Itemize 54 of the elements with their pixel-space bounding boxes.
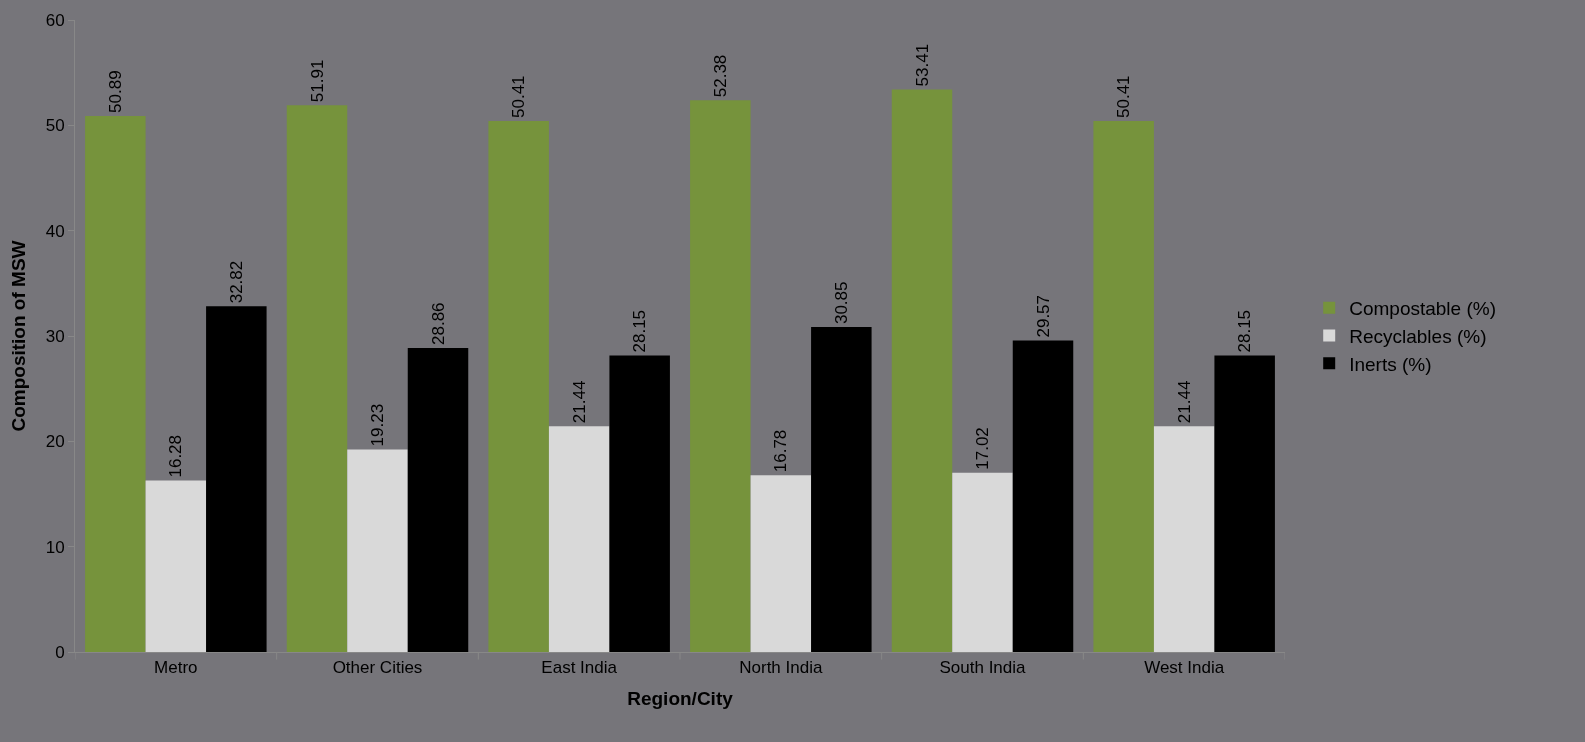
legend-label: Recyclables (%) bbox=[1349, 325, 1487, 347]
bar bbox=[548, 426, 610, 652]
x-tick-label: West India bbox=[1144, 658, 1225, 678]
y-tick-label: 20 bbox=[45, 432, 65, 452]
y-tick-label: 40 bbox=[45, 221, 65, 241]
bar bbox=[891, 89, 953, 652]
data-label: 17.02 bbox=[973, 427, 992, 470]
bar bbox=[347, 449, 408, 652]
bar bbox=[1214, 355, 1275, 652]
data-label: 30.85 bbox=[831, 281, 851, 325]
data-label: 16.78 bbox=[771, 429, 791, 473]
data-label: 50.41 bbox=[1114, 75, 1134, 119]
data-label: 52.38 bbox=[710, 54, 730, 98]
y-tick-label: 60 bbox=[45, 10, 65, 30]
y-axis-title: Composition of MSW bbox=[7, 240, 29, 432]
x-tick-label: Other Cities bbox=[332, 658, 423, 678]
data-label: 19.23 bbox=[368, 403, 387, 447]
bar bbox=[85, 115, 146, 652]
data-label: 53.41 bbox=[912, 43, 932, 87]
bar bbox=[206, 306, 267, 652]
x-axis-title: Region/City bbox=[627, 688, 734, 710]
bar bbox=[1093, 121, 1154, 652]
legend-label: Inerts (%) bbox=[1349, 353, 1432, 375]
bar bbox=[690, 100, 751, 652]
data-label: 50.41 bbox=[509, 75, 529, 119]
data-label: 50.89 bbox=[105, 70, 125, 113]
y-tick-label: 0 bbox=[55, 642, 65, 662]
bar bbox=[1012, 340, 1074, 652]
bar bbox=[609, 355, 670, 652]
bar bbox=[750, 475, 812, 652]
y-tick-label: 10 bbox=[45, 537, 65, 557]
x-tick-label: South India bbox=[939, 658, 1027, 678]
bar bbox=[1153, 426, 1215, 652]
data-label: 21.44 bbox=[569, 380, 589, 424]
x-tick-label: North India bbox=[739, 658, 823, 678]
bar bbox=[811, 327, 872, 652]
data-label: 28.86 bbox=[428, 302, 448, 346]
bar bbox=[952, 472, 1013, 652]
data-label: 32.82 bbox=[226, 260, 246, 304]
data-label: 21.44 bbox=[1174, 380, 1194, 424]
data-label: 29.57 bbox=[1033, 294, 1053, 338]
bar bbox=[407, 348, 469, 652]
data-label: 16.28 bbox=[166, 434, 186, 478]
bar bbox=[488, 121, 549, 652]
bar bbox=[145, 480, 207, 652]
legend-label: Compostable (%) bbox=[1349, 298, 1496, 320]
bar bbox=[286, 105, 348, 652]
x-tick-label: Metro bbox=[154, 658, 198, 678]
y-tick-label: 30 bbox=[45, 326, 65, 346]
data-label: 28.15 bbox=[1235, 309, 1255, 353]
x-tick-label: East India bbox=[541, 658, 618, 678]
data-label: 28.15 bbox=[630, 309, 650, 353]
data-label: 51.91 bbox=[307, 59, 327, 103]
y-tick-label: 50 bbox=[45, 116, 65, 136]
